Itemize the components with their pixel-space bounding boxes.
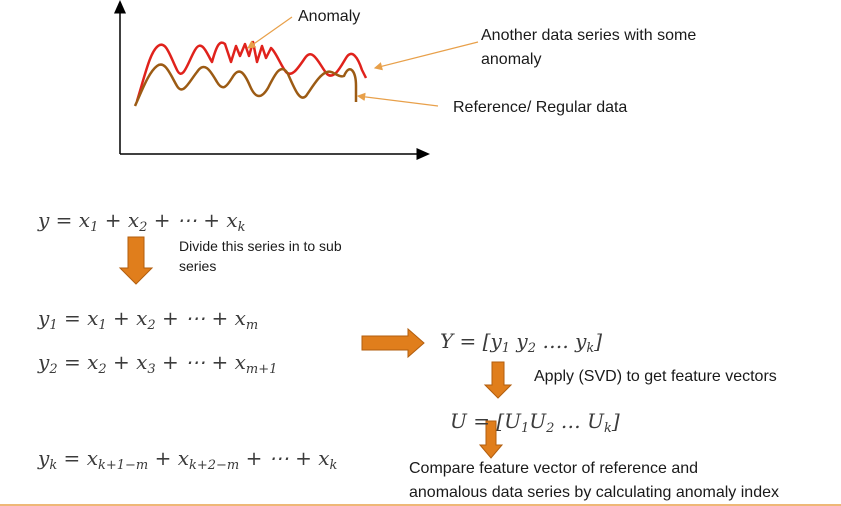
equation-y-sum: y = x1 + x2 + ⋯ + xk bbox=[38, 208, 246, 235]
compare-label-line2: anomalous data series by calculating ano… bbox=[409, 484, 779, 501]
another-series-label-line2: anomaly bbox=[481, 51, 542, 68]
down-block-arrow-compare bbox=[478, 420, 504, 459]
another-series-pointer-arrow bbox=[373, 41, 479, 71]
anomaly-pointer-arrow bbox=[247, 16, 293, 49]
equation-y2: y2 = x2 + x3 + ⋯ + xm+1 bbox=[38, 350, 278, 377]
reference-pointer-arrow bbox=[356, 92, 439, 107]
down-block-arrow-svd bbox=[483, 361, 513, 399]
compare-label-line1: Compare feature vector of reference and bbox=[409, 460, 699, 477]
reference-series-line bbox=[133, 63, 358, 107]
equation-Y-vector: Y = [y1 y2 …. yk] bbox=[440, 329, 603, 356]
apply-svd-label: Apply (SVD) to get feature vectors bbox=[534, 368, 777, 385]
reference-label: Reference/ Regular data bbox=[453, 99, 628, 116]
equation-U-vector: U = [U1U2 … Uk] bbox=[450, 409, 620, 436]
divide-label: Divide this series in to sub series bbox=[179, 238, 342, 274]
right-block-arrow-to-Y bbox=[361, 327, 425, 359]
another-series-label-line1: Another data series with some bbox=[481, 27, 697, 44]
equation-yk: yk = xk+1−m + xk+2−m + ⋯ + xk bbox=[38, 446, 338, 473]
down-block-arrow-divide bbox=[118, 236, 154, 285]
anomaly-series-line bbox=[135, 40, 368, 102]
anomaly-label: Anomaly bbox=[298, 8, 361, 25]
equation-y1: y1 = x1 + x2 + ⋯ + xm bbox=[38, 306, 259, 333]
